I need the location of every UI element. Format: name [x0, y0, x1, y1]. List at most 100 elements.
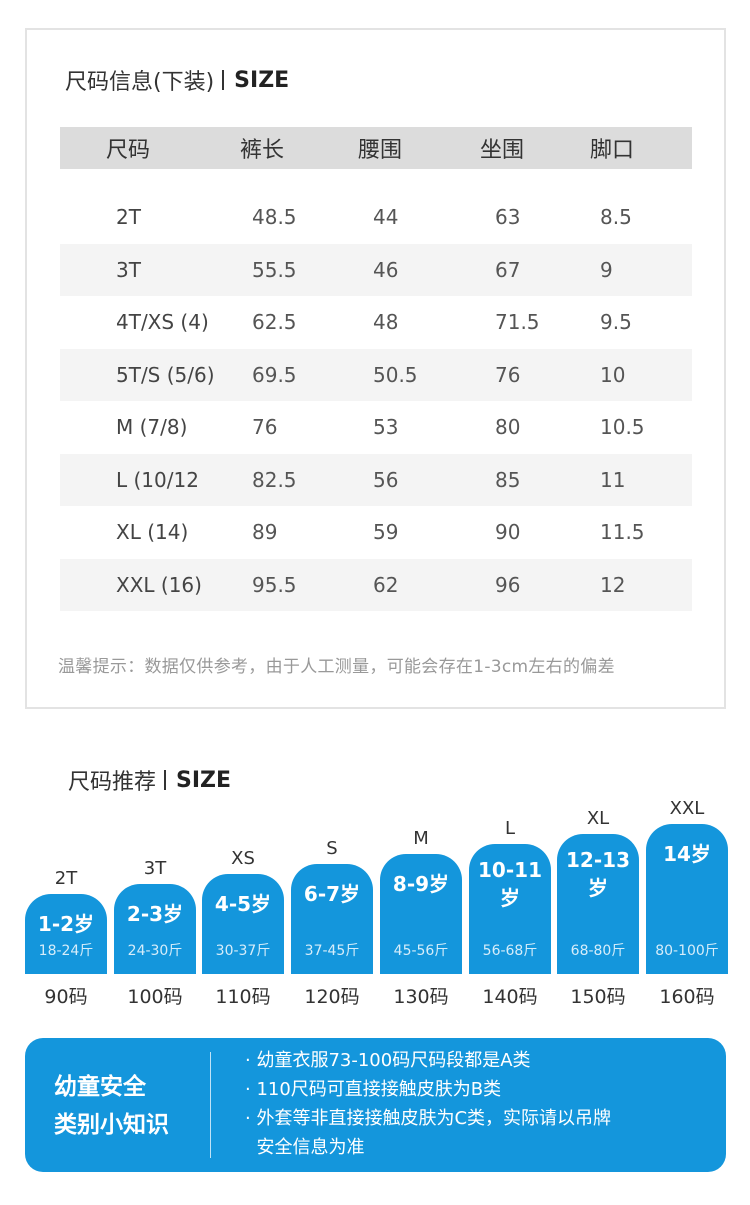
cell-hip: 71.5 [495, 310, 540, 335]
bar-age: 14岁 [663, 842, 711, 866]
cell-size: 2T [116, 205, 141, 230]
bar-size-label: L [504, 818, 516, 839]
header-hip: 坐围 [480, 138, 525, 163]
bar-weight: 80-100斤 [655, 943, 719, 959]
cell-hip: 90 [495, 520, 521, 545]
cell-pants-length: 62.5 [252, 310, 297, 335]
cell-waist: 46 [373, 257, 399, 282]
bar-weight: 56-68斤 [482, 943, 538, 959]
bar-weight: 37-45斤 [304, 943, 360, 959]
cell-hip: 76 [495, 362, 521, 387]
cell-waist: 44 [373, 205, 399, 230]
size-bar: 2-3岁 24-30斤 [114, 884, 196, 974]
cell-pants-length: 76 [252, 415, 278, 440]
cell-leg-opening: 9.5 [600, 310, 632, 335]
cell-pants-length: 89 [252, 520, 278, 545]
bar-weight: 68-80斤 [570, 943, 626, 959]
cell-size: 3T [116, 257, 141, 282]
cell-leg-opening: 10 [600, 362, 626, 387]
cell-waist: 56 [373, 467, 399, 492]
table-row: 3T 55.5 46 67 9 [60, 243, 692, 296]
table-header: 尺码 裤长 腰围 坐围 脚口 [60, 127, 692, 169]
size-recommend-title: 尺码推荐 SIZE [68, 764, 231, 796]
bar-code: 130码 [393, 986, 449, 1008]
safety-line: · 110尺码可直接接触皮肤为B类 [245, 1079, 502, 1100]
bar-size-label: 2T [54, 868, 78, 889]
measurement-note: 温馨提示：数据仅供参考，由于人工测量，可能会存在1-3cm左右的偏差 [58, 657, 615, 677]
cell-size: M (7/8) [116, 415, 188, 440]
cell-waist: 62 [373, 572, 399, 597]
cell-pants-length: 69.5 [252, 362, 297, 387]
bar-weight: 18-24斤 [38, 943, 94, 959]
cell-hip: 63 [495, 205, 521, 230]
table-body: 2T 48.5 44 63 8.5 3T 55.5 46 67 9 4T/XS (4) 62.5 48 7… [60, 191, 692, 611]
bar-age: 8-9岁 [392, 872, 450, 896]
safety-title-line2: 类别小知识 [54, 1112, 169, 1138]
safety-title: 幼童安全 类别小知识 [54, 1068, 169, 1144]
cell-pants-length: 48.5 [252, 205, 297, 230]
size-table: 尺码 裤长 腰围 坐围 脚口 2T 48.5 44 63 8.5 3T 55.5 46 67 9 4… [60, 127, 692, 611]
bar-code: 100码 [127, 986, 183, 1008]
table-row: XL (14) 89 59 90 11.5 [60, 506, 692, 559]
bar-code: 90码 [44, 986, 88, 1008]
bar-code: 150码 [570, 986, 626, 1008]
cell-hip: 96 [495, 572, 521, 597]
cell-leg-opening: 11 [600, 467, 626, 492]
safety-line: · 幼童衣服73-100码尺码段都是A类 [245, 1050, 531, 1071]
cell-leg-opening: 8.5 [600, 205, 632, 230]
cell-hip: 85 [495, 467, 521, 492]
cell-size: L (10/12 [116, 467, 199, 492]
bar-size-label: XL [586, 808, 610, 829]
cell-pants-length: 95.5 [252, 572, 297, 597]
table-row: 4T/XS (4) 62.5 48 71.5 9.5 [60, 296, 692, 349]
bar-size-label: XXL [669, 798, 705, 819]
cell-hip: 80 [495, 415, 521, 440]
cell-leg-opening: 12 [600, 572, 626, 597]
bar-code: 120码 [304, 986, 360, 1008]
cell-size: XXL (16) [116, 572, 202, 597]
cell-size: 4T/XS (4) [116, 310, 209, 335]
size-info-card: 尺码信息(下装) SIZE 尺码 裤长 腰围 坐围 脚口 2T 48.5 44 63 8… [25, 28, 726, 709]
safety-lines: · 幼童衣服73-100码尺码段都是A类 · 110尺码可直接接触皮肤为B类 ·… [245, 1046, 611, 1162]
bar-size-label: 3T [143, 858, 167, 879]
size-info-title-cn: 尺码信息(下装) [65, 70, 215, 95]
safety-info-box: 幼童安全 类别小知识 · 幼童衣服73-100码尺码段都是A类 · 110尺码可… [25, 1038, 726, 1172]
size-info-title: 尺码信息(下装) SIZE [65, 64, 289, 96]
cell-size: XL (14) [116, 520, 189, 545]
bar-age: 2-3岁 [126, 902, 184, 926]
table-row: 5T/S (5/6) 69.5 50.5 76 10 [60, 348, 692, 401]
title-separator [164, 770, 167, 790]
cell-waist: 50.5 [373, 362, 418, 387]
cell-size: 5T/S (5/6) [116, 362, 215, 387]
bar-code: 140码 [482, 986, 538, 1008]
safety-line: · 外套等非直接接触皮肤为C类，实际请以吊牌 [245, 1108, 612, 1129]
header-size: 尺码 [106, 138, 151, 163]
safety-line: 安全信息为准 [245, 1137, 365, 1158]
cell-waist: 53 [373, 415, 399, 440]
bar-age: 4-5岁 [214, 892, 272, 916]
cell-leg-opening: 9 [600, 257, 613, 282]
bar-age: 6-7岁 [303, 882, 361, 906]
size-bar: 1-2岁 18-24斤 [25, 894, 107, 974]
bar-code: 160码 [659, 986, 715, 1008]
header-pants-length: 裤长 [240, 138, 285, 163]
cell-pants-length: 55.5 [252, 257, 297, 282]
cell-waist: 48 [373, 310, 399, 335]
header-waist: 腰围 [358, 138, 403, 163]
title-separator [222, 70, 225, 90]
bar-weight: 30-37斤 [215, 943, 271, 959]
cell-waist: 59 [373, 520, 399, 545]
cell-pants-length: 82.5 [252, 467, 297, 492]
cell-leg-opening: 10.5 [600, 415, 645, 440]
cell-leg-opening: 11.5 [600, 520, 645, 545]
bar-weight: 24-30斤 [127, 943, 183, 959]
table-row: L (10/12 82.5 56 85 11 [60, 453, 692, 506]
size-recommend-title-en: SIZE [176, 767, 232, 793]
table-row: M (7/8) 76 53 80 10.5 [60, 401, 692, 454]
size-bar: 12-13岁 68-80斤 [557, 834, 639, 974]
size-bar: 14岁 80-100斤 [646, 824, 728, 974]
bar-size-label: M [413, 828, 429, 849]
size-info-title-en: SIZE [234, 67, 290, 93]
table-row: XXL (16) 95.5 62 96 12 [60, 558, 692, 611]
size-bar: 8-9岁 45-56斤 [380, 854, 462, 974]
